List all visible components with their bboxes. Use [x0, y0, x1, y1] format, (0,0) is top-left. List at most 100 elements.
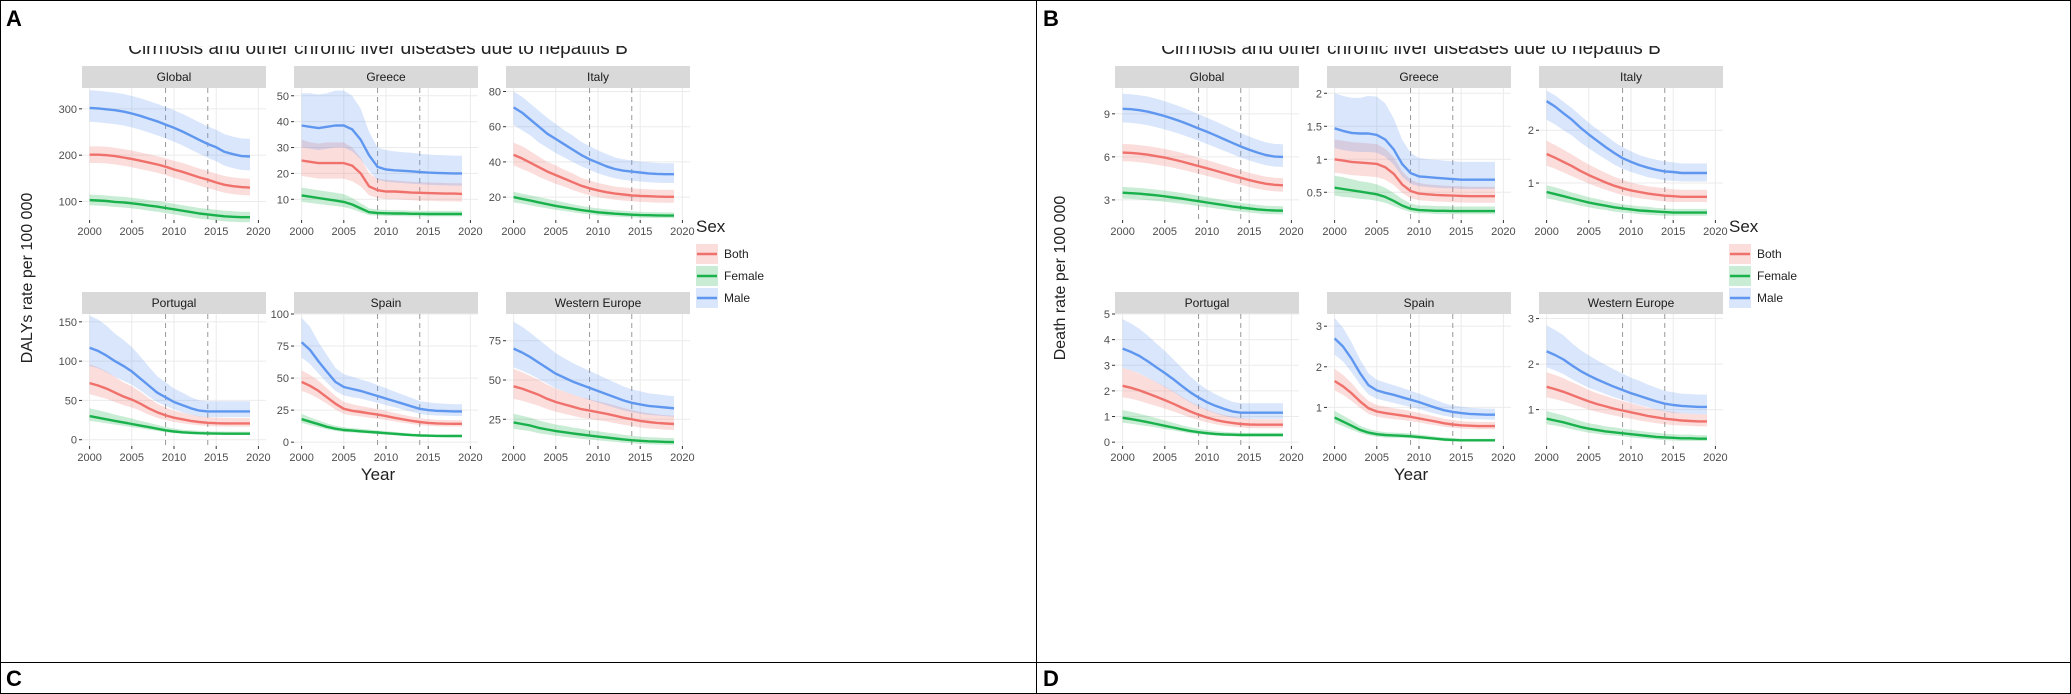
y-tick-label: 60 [489, 122, 501, 134]
y-tick-label: 100 [59, 196, 77, 208]
x-tick-label: 2020 [1491, 452, 1515, 464]
facet-greece-female-band [301, 187, 462, 217]
y-tick-label: 3 [1104, 360, 1110, 372]
y-tick-label: 4 [1104, 335, 1110, 347]
x-tick-label: 2005 [1153, 452, 1177, 464]
legend-label: Both [1757, 247, 1782, 261]
cell-c-border [0, 662, 1037, 694]
cell-d-border [1036, 662, 2071, 694]
x-axis-title: Year [1394, 465, 1429, 484]
y-tick-label: 100 [59, 356, 77, 368]
facet-strip [1115, 292, 1299, 314]
facet-western-europe: Western Europe 1 2 3 2000 2005 2010 2015 2020 [1528, 292, 1728, 464]
y-tick-label: 1 [1316, 402, 1322, 414]
facet-title: Global [1190, 70, 1225, 84]
facet-portugal-female-line [89, 414, 250, 435]
facet-portugal-male-line [89, 346, 250, 413]
x-tick-label: 2010 [586, 452, 610, 464]
facet-strip [1327, 66, 1511, 88]
x-tick-label: 2000 [1322, 452, 1346, 464]
legend-label: Male [1757, 291, 1783, 305]
x-tick-label: 2005 [1365, 226, 1389, 238]
x-tick-label: 2005 [544, 226, 568, 238]
y-tick-label: 1 [1528, 178, 1534, 190]
y-tick-label: 75 [277, 341, 289, 353]
facet-strip [82, 66, 266, 88]
y-tick-label: 0.5 [1307, 187, 1322, 199]
legend-label: Both [724, 247, 749, 261]
facet-western-europe-male-band [513, 321, 674, 417]
facet-italy: Italy 1 2 2000 2005 2010 2015 2020 [1528, 66, 1728, 238]
x-tick-label: 2000 [77, 452, 101, 464]
x-tick-label: 2005 [1577, 452, 1601, 464]
x-tick-label: 2010 [1407, 226, 1431, 238]
legend-title: Sex [696, 217, 726, 236]
facet-italy-female-line [1546, 190, 1707, 214]
facet-greece-male-band [301, 90, 462, 186]
x-tick-label: 2010 [1619, 452, 1643, 464]
facet-strip [1539, 66, 1723, 88]
facet-global-both-line [89, 153, 251, 189]
x-tick-label: 2020 [1491, 226, 1515, 238]
legend-item-male: Male [1729, 288, 1783, 308]
panel-label-b: B [1043, 6, 1059, 31]
legend-label: Male [724, 291, 750, 305]
y-tick-label: 100 [271, 309, 289, 321]
y-tick-label: 3 [1316, 321, 1322, 333]
x-tick-label: 2000 [501, 452, 525, 464]
facet-global: Global 100 200 300 2000 2005 2010 2015 2020 [59, 66, 271, 238]
facet-spain-female-line [1334, 416, 1495, 442]
x-tick-label: 2020 [1703, 452, 1727, 464]
legend-label: Female [724, 269, 764, 283]
y-tick-label: 0 [1104, 437, 1110, 449]
y-tick-label: 0 [71, 435, 77, 447]
y-tick-label: 2 [1316, 362, 1322, 374]
facet-western-europe-male-line [1546, 350, 1707, 409]
y-tick-label: 25 [277, 405, 289, 417]
facet-greece-both-line [1334, 158, 1495, 198]
facet-western-europe-both-band [513, 369, 674, 430]
facet-spain-both-band [1334, 368, 1495, 430]
x-tick-label: 2000 [501, 226, 525, 238]
facet-title: Western Europe [1588, 296, 1675, 310]
facet-greece-male-line [301, 124, 462, 175]
facet-spain: Spain 0 25 50 75 100 2000 2005 2010 2015 2020 [271, 292, 483, 464]
facet-greece-male-line [1334, 127, 1495, 181]
y-tick-label: 3 [1528, 314, 1534, 326]
x-tick-label: 2020 [246, 226, 270, 238]
facet-title: Greece [1399, 70, 1439, 84]
facet-strip [1327, 292, 1511, 314]
facet-title: Spain [371, 296, 402, 310]
facet-global-female-line [1122, 191, 1284, 212]
facet-western-europe: Western Europe 25 50 75 2000 2005 2010 2015 2020 [489, 292, 695, 464]
facet-western-europe-male-line [513, 347, 675, 410]
facet-western-europe-both-band [1546, 372, 1707, 427]
x-tick-label: 2015 [1661, 452, 1685, 464]
y-tick-label: 9 [1104, 109, 1110, 121]
y-tick-label: 5 [1104, 309, 1110, 321]
facet-italy-male-line [512, 106, 674, 176]
facet-greece: Greece 0.5 1 1.5 2 2000 2005 2010 2015 2020 [1307, 66, 1516, 238]
x-tick-label: 2000 [1322, 226, 1346, 238]
facet-greece-female-line [1334, 186, 1495, 213]
x-tick-label: 2015 [1661, 226, 1685, 238]
x-tick-label: 2005 [120, 226, 144, 238]
x-tick-label: 2005 [1365, 452, 1389, 464]
y-tick-label: 50 [277, 91, 289, 103]
facet-title: Global [157, 70, 192, 84]
x-tick-label: 2000 [1534, 226, 1558, 238]
x-tick-label: 2020 [1279, 452, 1303, 464]
facet-greece-male-band [1334, 93, 1495, 189]
facet-global-male-line [89, 106, 251, 158]
legend-item-both: Both [696, 244, 749, 264]
legend-item-both: Both [1729, 244, 1782, 264]
chart-dalys: Cirrhosis and other chronic liver diseas… [19, 46, 764, 484]
y-tick-label: 1 [1316, 154, 1322, 166]
facet-spain-female-line [301, 417, 462, 438]
facet-italy-both-line [1546, 152, 1707, 199]
x-tick-label: 2020 [1279, 226, 1303, 238]
chart-title: Cirrhosis and other chronic liver diseas… [1161, 46, 1661, 59]
x-tick-label: 2020 [246, 452, 270, 464]
panel-label-c: C [6, 666, 22, 691]
